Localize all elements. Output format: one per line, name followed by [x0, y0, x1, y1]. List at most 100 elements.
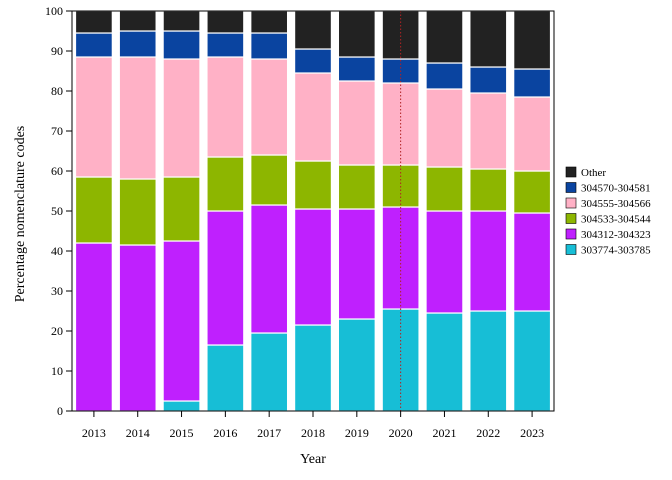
bar-segment [162, 30, 201, 60]
bar-stacks [74, 10, 552, 412]
y-tick-label: 90 [51, 44, 63, 58]
legend-label: 304312-304323 [581, 229, 651, 241]
bar-segment [513, 68, 552, 98]
y-tick-label: 10 [51, 364, 63, 378]
y-tick-label: 70 [51, 124, 63, 138]
bar-segment [162, 240, 201, 402]
bar-segment [118, 56, 157, 180]
bar-segment [469, 10, 508, 68]
bar-segment [250, 332, 289, 412]
y-axis-label: Percentage nomenclature codes [13, 126, 28, 302]
y-tick-label: 50 [51, 204, 63, 218]
legend-label: 304555-304566 [581, 198, 651, 210]
y-tick-label: 80 [51, 84, 63, 98]
x-tick-label: 2018 [301, 426, 325, 440]
bar-segment [337, 10, 376, 58]
bar-segment [74, 176, 113, 244]
x-tick-label: 2023 [520, 426, 544, 440]
x-tick-label: 2013 [82, 426, 106, 440]
legend-swatch [565, 166, 577, 178]
bar-segment [250, 204, 289, 334]
bar-segment [513, 212, 552, 312]
bar-segment [294, 324, 333, 412]
bar-segment [162, 58, 201, 178]
bar-segment [425, 62, 464, 90]
legend-swatch [565, 244, 577, 255]
bar-segment [74, 10, 113, 34]
bar-segment [513, 10, 552, 70]
bar-segment [162, 176, 201, 242]
bar-segment [118, 10, 157, 32]
bar-segment [206, 32, 245, 58]
x-tick-label: 2014 [126, 426, 150, 440]
bar-segment [250, 32, 289, 60]
axes: 0 10 20 30 40 50 60 70 80 90 100 2013 2014 2015 2016 20… [45, 4, 555, 440]
bar-segment [425, 210, 464, 314]
bar-segment [162, 10, 201, 32]
bar-segment [206, 156, 245, 212]
bar-segment [250, 58, 289, 156]
legend-label: 303774-303785 [581, 245, 651, 257]
bar-segment [294, 48, 333, 74]
bar-segment [74, 32, 113, 58]
bar-segment [513, 310, 552, 412]
bar-segment [294, 160, 333, 210]
bar-segment [118, 30, 157, 58]
bar-segment [469, 310, 508, 412]
bar-segment [206, 344, 245, 412]
x-tick-label: 2022 [476, 426, 500, 440]
bar-segment [250, 10, 289, 34]
bar-segment [425, 166, 464, 212]
legend-swatch [565, 213, 577, 224]
legend-swatch [565, 182, 577, 193]
bar-segment [381, 308, 420, 412]
legend-label: 304570-304581 [581, 183, 651, 195]
bar-segment [294, 208, 333, 326]
bar-segment [294, 72, 333, 162]
x-tick-label: 2015 [170, 426, 194, 440]
bar-segment [513, 170, 552, 214]
legend-swatch [565, 228, 577, 240]
bar-segment [425, 312, 464, 412]
bar-segment [206, 210, 245, 346]
bar-segment [206, 56, 245, 158]
y-tick-label: 100 [45, 4, 63, 18]
x-tick-label: 2016 [213, 426, 237, 440]
bar-segment [513, 96, 552, 172]
x-axis-label: Year [300, 452, 326, 467]
legend: Other 304570-304581 304555-304566 304533-30… [565, 166, 651, 257]
bar-segment [118, 178, 157, 246]
legend-swatch [565, 197, 577, 209]
bar-segment [337, 318, 376, 412]
bar-segment [250, 154, 289, 206]
legend-label: 304533-304544 [581, 214, 651, 226]
y-tick-label: 20 [51, 324, 63, 338]
bar-segment [469, 66, 508, 94]
bar-segment [337, 80, 376, 166]
y-tick-label: 40 [51, 244, 63, 258]
y-tick-label: 60 [51, 164, 63, 178]
bar-segment [337, 164, 376, 210]
bar-segment [425, 88, 464, 168]
y-tick-label: 30 [51, 284, 63, 298]
bar-segment [425, 10, 464, 64]
bar-segment [469, 210, 508, 312]
x-tick-label: 2017 [257, 426, 281, 440]
bar-segment [74, 56, 113, 178]
bar-segment [469, 92, 508, 170]
bar-segment [337, 208, 376, 320]
legend-label: Other [581, 167, 606, 179]
bar-segment [294, 10, 333, 50]
x-tick-label: 2021 [432, 426, 456, 440]
bar-segment [469, 168, 508, 212]
bar-segment [206, 10, 245, 34]
bar-segment [74, 242, 113, 412]
bar-segment [118, 244, 157, 412]
x-tick-label: 2019 [345, 426, 369, 440]
x-tick-label: 2020 [389, 426, 413, 440]
y-tick-label: 0 [57, 404, 63, 418]
bar-segment [337, 56, 376, 82]
bar-segment [162, 400, 201, 412]
